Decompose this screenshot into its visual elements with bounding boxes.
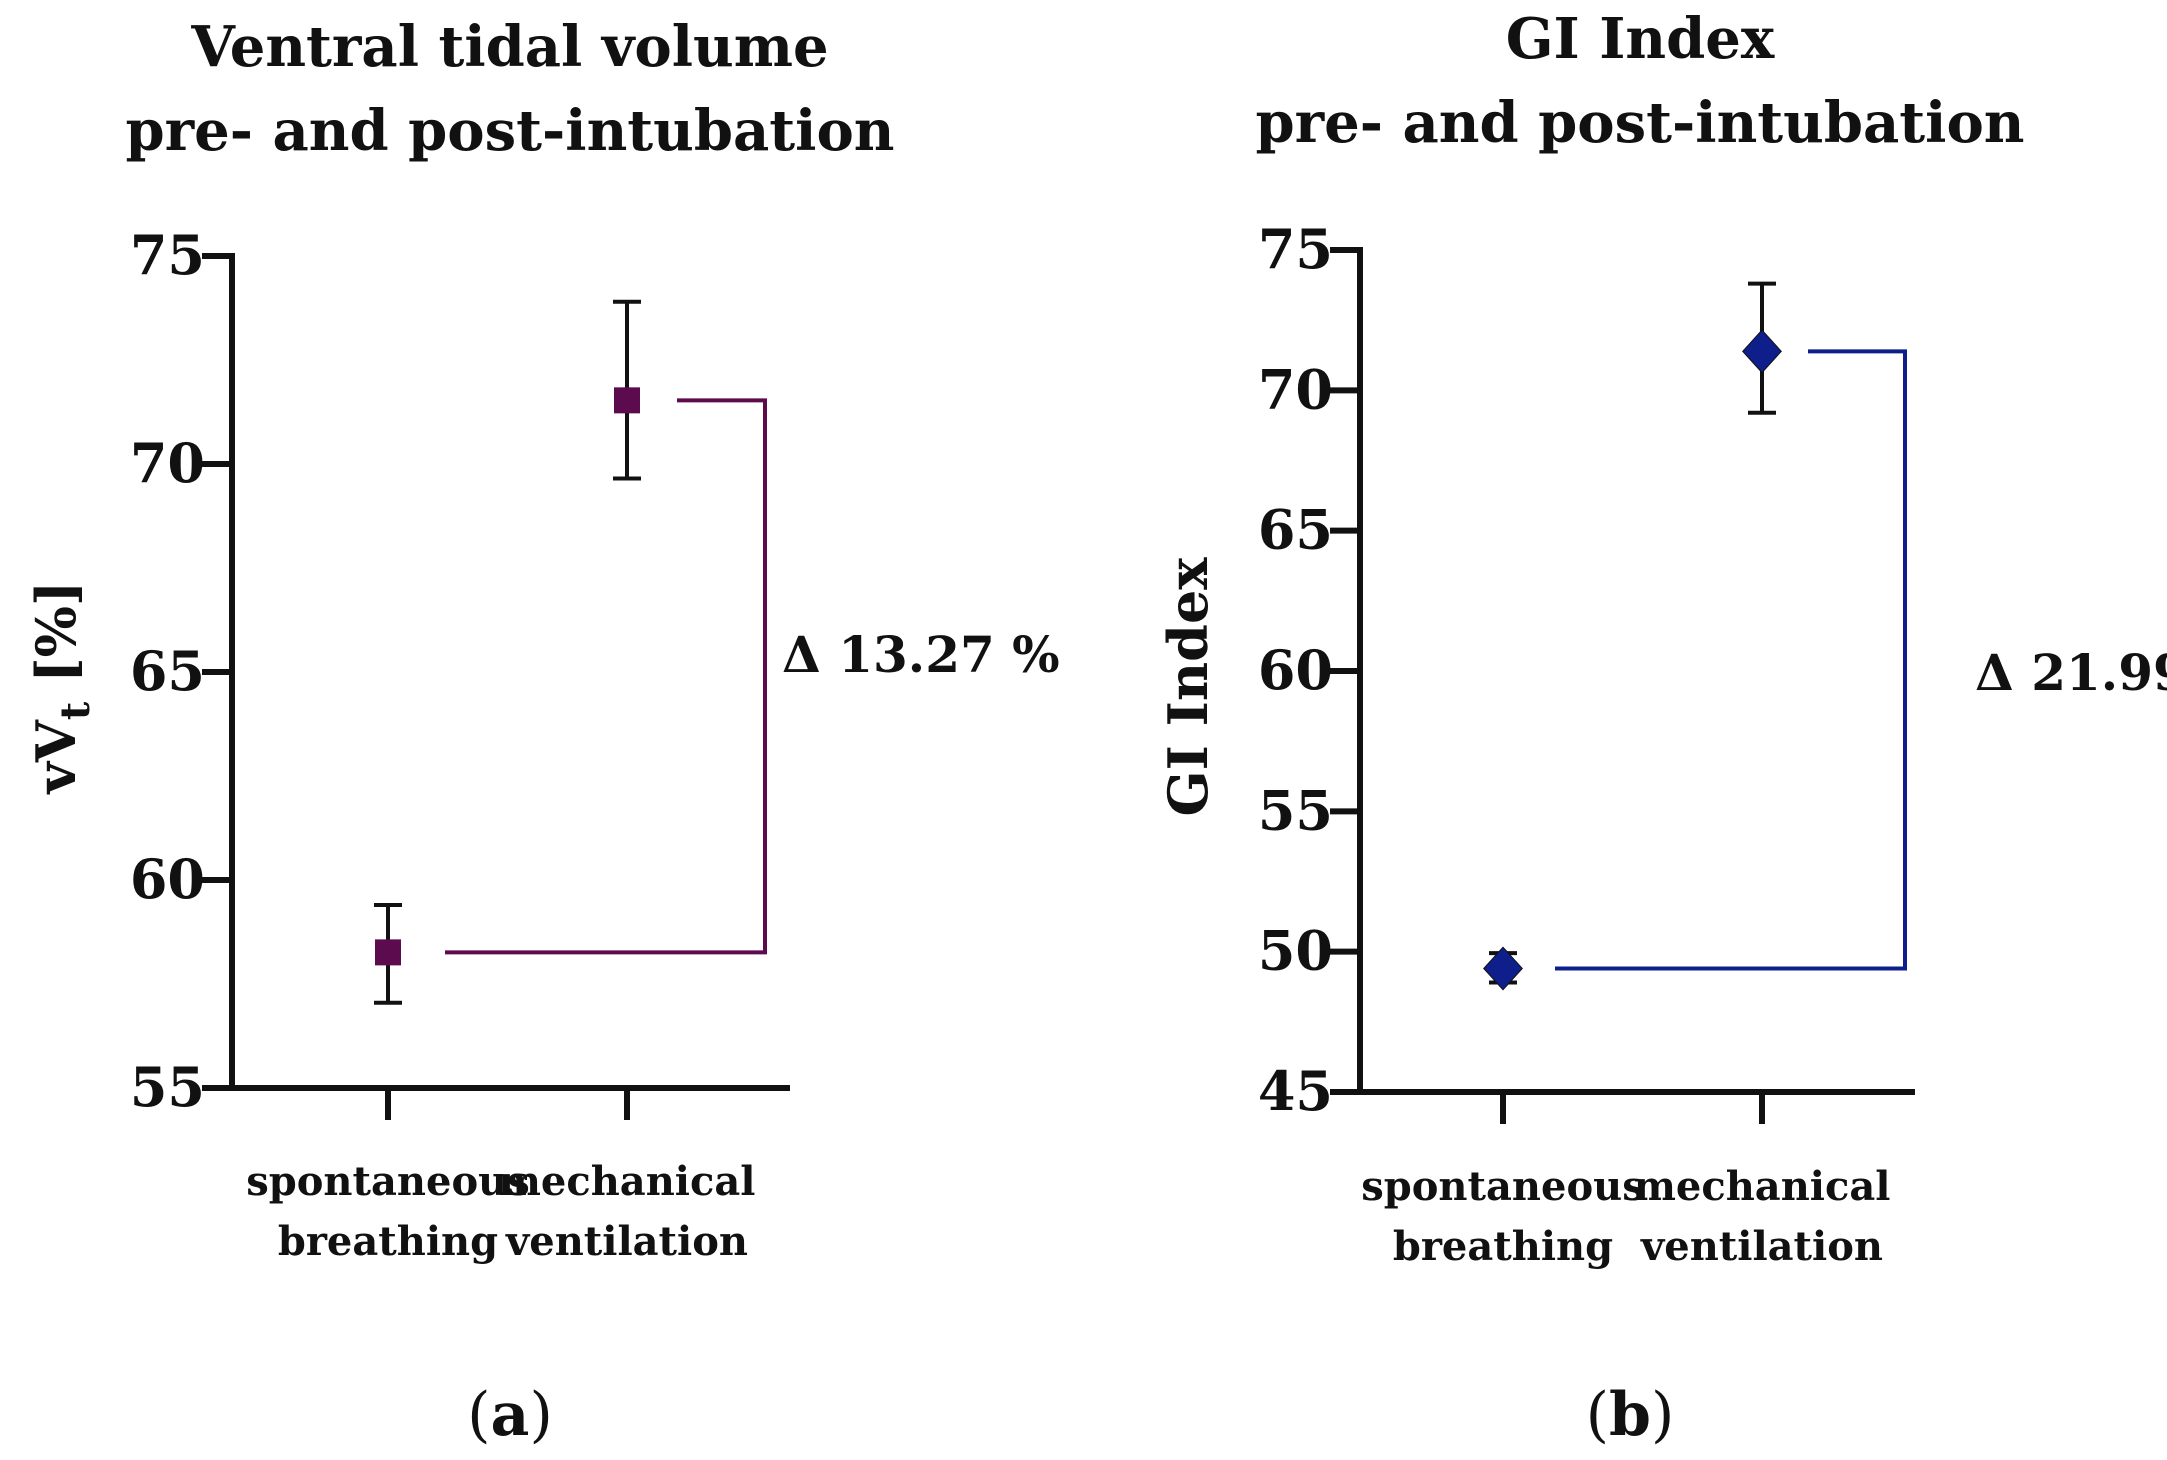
panel-label-open: ( — [1586, 1380, 1609, 1450]
panel-label-letter: b — [1609, 1380, 1651, 1450]
chart-panel-b: GI Index pre- and post-intubation 45 50 55 60… — [1156, 6, 2167, 1450]
panel-label: (a) — [467, 1380, 553, 1450]
y-axis-label-main: vV — [24, 719, 88, 794]
y-axis-label-unit: [%] — [24, 581, 88, 702]
x-category-label: spontaneous — [1361, 1163, 1644, 1210]
chart-title-line: pre- and post-intubation — [1255, 90, 2024, 156]
data-point-diamond — [1742, 329, 1782, 374]
y-axis-label-subscript: t — [52, 701, 99, 720]
data-point-square — [614, 387, 640, 414]
y-axis-label-main: GI Index — [1156, 557, 1220, 817]
y-tick-label: 65 — [1258, 498, 1333, 562]
y-tick-label: 65 — [130, 639, 205, 703]
x-category-label: ventilation — [505, 1218, 748, 1265]
y-tick-label: 70 — [130, 431, 205, 495]
data-point-square — [375, 939, 401, 966]
chart-title-line: Ventral tidal volume — [190, 14, 828, 80]
y-tick-label: 75 — [1258, 217, 1333, 281]
x-category-label: ventilation — [1640, 1223, 1883, 1270]
y-axis-label: GI Index — [1156, 557, 1220, 817]
y-tick-label: 60 — [130, 847, 205, 911]
panel-label-open: ( — [467, 1380, 490, 1450]
panel-label-close: ) — [1651, 1380, 1674, 1450]
panel-label-close: ) — [529, 1380, 552, 1450]
y-tick-label: 45 — [1258, 1059, 1333, 1123]
difference-bracket — [445, 398, 767, 955]
y-axis-label: vVt [%] — [24, 581, 99, 795]
difference-label: Δ 21.99 — [1975, 643, 2167, 702]
y-tick-label: 60 — [1258, 638, 1333, 702]
chart-title-line: GI Index — [1506, 6, 1775, 72]
x-category-label: spontaneous — [246, 1158, 529, 1205]
difference-label: Δ 13.27 % — [782, 625, 1060, 684]
y-tick-label: 75 — [130, 223, 205, 287]
y-tick-label: 50 — [1258, 919, 1333, 983]
panel-label: (b) — [1586, 1380, 1675, 1450]
data-point-diamond — [1483, 946, 1523, 991]
chart-title-line: pre- and post-intubation — [125, 98, 894, 164]
x-category-label: mechanical — [499, 1158, 756, 1205]
y-tick-label: 55 — [130, 1055, 205, 1119]
x-category-label: mechanical — [1634, 1163, 1891, 1210]
y-tick-label: 70 — [1258, 357, 1333, 421]
difference-bracket — [1555, 349, 1907, 971]
x-category-label: breathing — [278, 1218, 498, 1265]
panel-label-letter: a — [491, 1380, 530, 1450]
x-category-label: breathing — [1393, 1223, 1613, 1270]
chart-panel-a: Ventral tidal volume pre- and post-intuba… — [24, 14, 1060, 1450]
y-tick-label: 55 — [1258, 778, 1333, 842]
